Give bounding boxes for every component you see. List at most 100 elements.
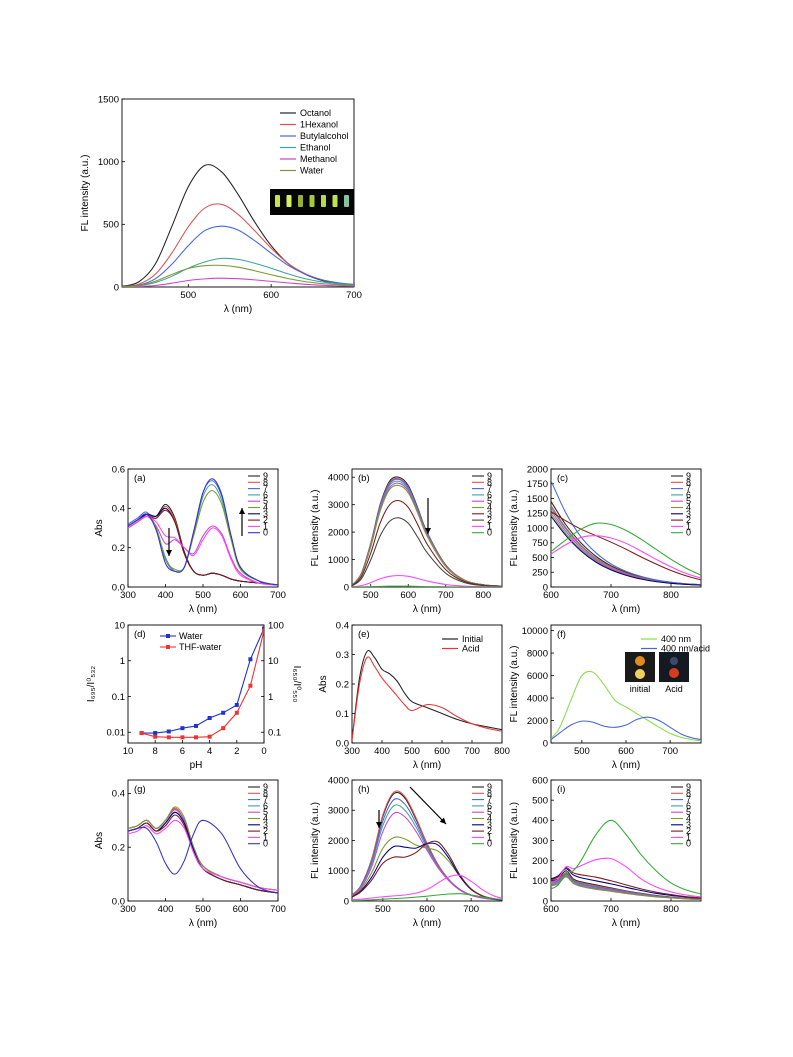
y-axis-label: Abs: [94, 519, 105, 536]
x-tick-label: 700: [662, 746, 678, 757]
increase-arrow-head: [239, 508, 245, 514]
legend-label: 0: [263, 839, 268, 849]
inset-emission-dot: [670, 657, 678, 665]
series-line-0: [551, 522, 701, 576]
legend-label: 8: [686, 788, 691, 798]
x-axis-label: λ (nm): [224, 304, 252, 315]
y-axis-label: FL intensity (a.u.): [509, 802, 520, 879]
y-tick-label: 4000: [328, 473, 349, 484]
y-tick-label: 8000: [527, 648, 548, 659]
series-line-0: [128, 819, 278, 894]
x-tick-label: 600: [543, 590, 559, 601]
series-line-2: [551, 511, 701, 581]
panel-label: (e): [358, 629, 370, 640]
x-tick-label: 700: [603, 590, 619, 601]
chart-f: 500 600 700 0 2000 4000 6000 8000 10000 λ (nm) FL …: [509, 624, 710, 771]
series-group: [551, 480, 701, 586]
data-point: [221, 710, 226, 715]
legend-label: 3: [487, 509, 492, 519]
y-axis-label: I₆₉₅/I⁰₅₃₂: [86, 666, 97, 702]
y-tick-label: 2000: [328, 836, 349, 847]
legend-label: 9: [686, 471, 691, 481]
series-line-1: [551, 535, 701, 579]
y-tick-label: 10: [114, 620, 125, 631]
y-right-tick-label: 100: [268, 620, 284, 631]
series-line-6: [128, 484, 278, 586]
legend-label: 7: [263, 484, 268, 494]
vial: [275, 195, 280, 207]
y-right-tick-label: 10: [268, 656, 279, 667]
chart-d: 10 8 6 4 2 0 0.01 0.1 1 10 0.1 1 10 100 I₆₅₀/I⁰₅₅₀ pH I₆…: [86, 620, 302, 771]
series-line-2: [128, 509, 278, 586]
legend-label: 4: [487, 503, 492, 513]
series-line-400-nm: [551, 670, 701, 742]
series-line-5: [128, 515, 278, 586]
y-tick-label: 400: [532, 816, 548, 827]
y-tick-label: 0.1: [112, 692, 125, 703]
legend-label: 400 nm: [661, 634, 691, 644]
legend-label: 8: [487, 788, 492, 798]
vial: [298, 195, 303, 207]
series-group: [352, 790, 502, 901]
data-point: [248, 683, 253, 688]
series-line-0: [551, 819, 701, 895]
legend-label: 2: [686, 515, 691, 525]
legend-label: 6: [263, 490, 268, 500]
x-axis-label: λ (nm): [189, 918, 217, 929]
x-tick-label: 500: [363, 590, 379, 601]
data-point: [180, 735, 185, 740]
data-point: [221, 726, 226, 731]
panel-label: (a): [134, 473, 146, 484]
y-tick-label: 0.0: [336, 738, 349, 749]
y-axis-label: Abs: [318, 675, 329, 692]
legend-label: 7: [263, 795, 268, 805]
series-line-1: [128, 819, 278, 891]
x-axis-label: pH: [190, 760, 203, 771]
y-tick-label: 10000: [522, 626, 548, 637]
x-tick-label: 400: [374, 746, 390, 757]
legend-label: 3: [686, 820, 691, 830]
series-line-0: [128, 478, 278, 586]
x-tick-label: 800: [663, 590, 679, 601]
y-tick-label: 1000: [328, 866, 349, 877]
x-tick-label: 700: [463, 904, 479, 915]
series-line-2: [128, 814, 278, 894]
x-tick-label: 800: [663, 904, 679, 915]
x-axis-label: λ (nm): [612, 760, 640, 771]
data-point: [262, 628, 264, 633]
x-tick-label: 0: [261, 746, 266, 757]
x-tick-label: 600: [233, 590, 249, 601]
legend-label: 4: [487, 814, 492, 824]
legend-label: 5: [686, 496, 691, 506]
series-group: [551, 670, 701, 742]
chart-c: 600 700 800025050075010001250150017502000λ…: [509, 464, 702, 615]
legend-label: 400 nm/acid: [661, 644, 710, 654]
legend-label: 8: [686, 477, 691, 487]
decrease-arrow-head: [376, 822, 382, 828]
legend-label: Initial: [462, 634, 483, 644]
y-tick-label: 1000: [328, 555, 349, 566]
series-line-4: [551, 876, 701, 901]
x-tick-label: 500: [195, 590, 211, 601]
legend-label: 5: [487, 807, 492, 817]
y-tick-label: 3000: [328, 806, 349, 817]
legend-label: 7: [686, 795, 691, 805]
y-axis-label: FL intensity (a.u.): [310, 802, 321, 879]
legend-label: 9: [263, 782, 268, 792]
legend-label: 7: [487, 484, 492, 494]
legend-label: Water: [179, 631, 203, 641]
legend-label: 3: [686, 509, 691, 519]
legend-label: 2: [487, 515, 492, 525]
y-tick-label: 6000: [527, 671, 548, 682]
series-group: [352, 476, 502, 587]
series-line-1hexanol: [122, 203, 354, 287]
series-line-octanol: [122, 164, 354, 287]
legend-label: 9: [263, 471, 268, 481]
y-tick-label: 200: [532, 856, 548, 867]
data-point: [234, 702, 239, 707]
x-tick-label: 700: [270, 590, 286, 601]
legend-label: Acid: [462, 644, 480, 654]
inset-emission-dot: [635, 669, 645, 679]
x-tick-label: 600: [419, 904, 435, 915]
legend-label: 5: [686, 807, 691, 817]
